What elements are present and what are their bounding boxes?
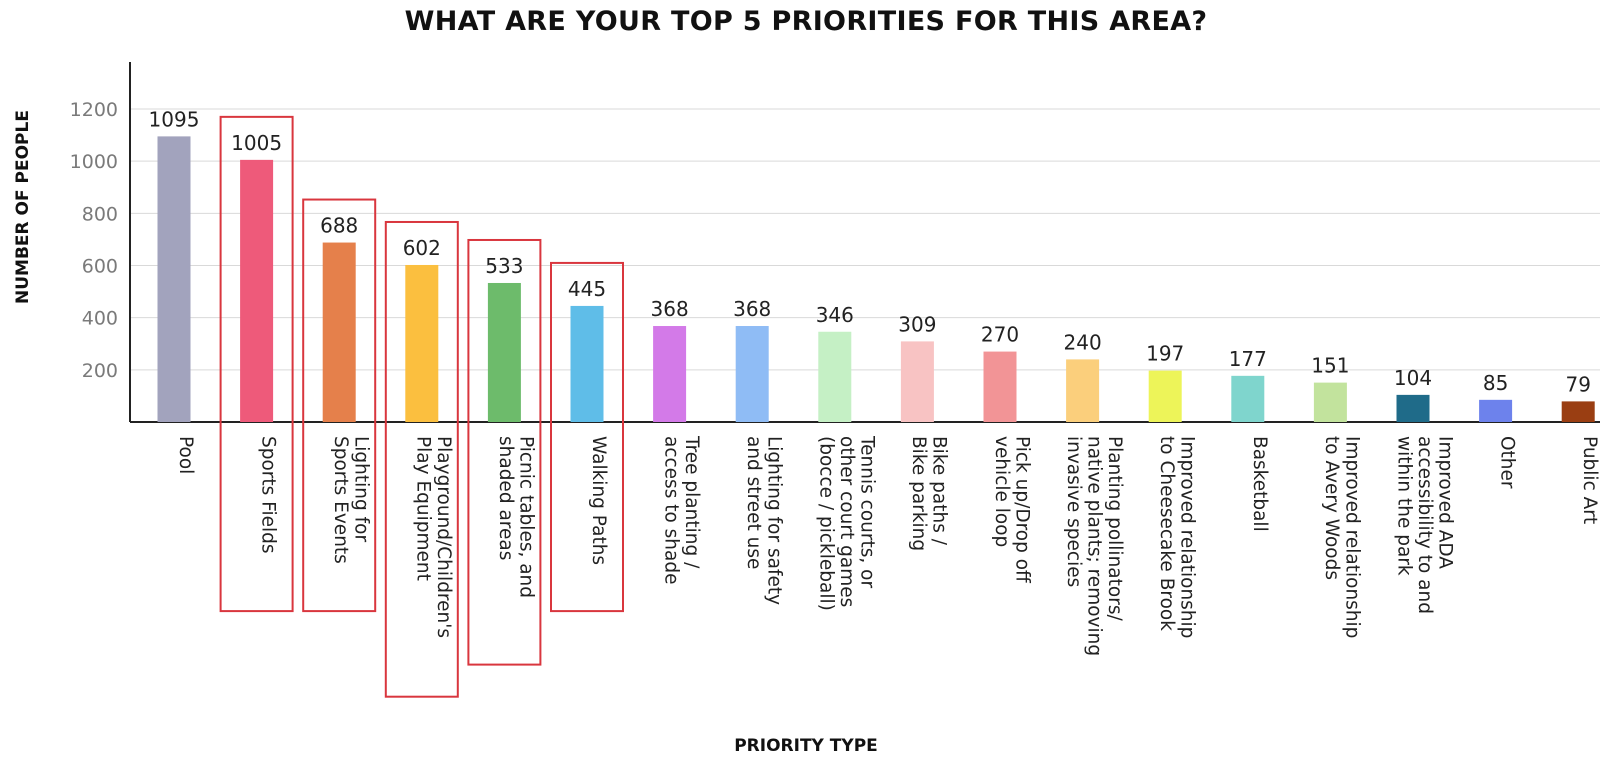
x-tick-label: Lighting for	[350, 436, 371, 542]
bar	[1231, 375, 1265, 422]
x-tick-label: to Cheesecake Brook	[1156, 436, 1177, 631]
y-tick-label: 800	[82, 203, 118, 225]
chart-title: WHAT ARE YOUR TOP 5 PRIORITIES FOR THIS …	[404, 6, 1208, 37]
bar	[1066, 359, 1100, 422]
y-tick-label: 400	[82, 308, 118, 330]
x-tick-label: Bike parking	[908, 436, 929, 551]
x-tick-label: native plants; removing	[1084, 436, 1105, 656]
y-tick-label: 1000	[70, 151, 118, 173]
data-label: 177	[1229, 347, 1267, 371]
x-tick-label: Pool	[175, 436, 196, 474]
x-tick-label: Playground/Children's	[433, 436, 454, 638]
x-tick-label: accessibility to and	[1414, 436, 1435, 614]
data-label: 270	[981, 323, 1019, 347]
bar	[818, 331, 852, 422]
bar	[983, 351, 1017, 422]
x-tick-label: Public Art	[1579, 436, 1600, 524]
bar	[1148, 370, 1182, 422]
x-tick-label: and street use	[743, 436, 764, 569]
x-tick-label: (bocce / pickleball)	[815, 436, 836, 611]
x-tick-label: other court games	[836, 436, 857, 607]
highlight-box	[467, 238, 542, 666]
data-label: 240	[1064, 330, 1102, 354]
data-label: 104	[1394, 366, 1432, 390]
x-tick-label: Lighting for safety	[763, 436, 784, 605]
x-tick-label: access to shade	[660, 436, 681, 585]
x-tick-label: vehicle loop	[991, 436, 1012, 547]
x-tick-label: Picnic tables, and	[516, 436, 537, 598]
x-tick-label: Tree planting /	[681, 435, 702, 569]
data-label: 309	[898, 312, 936, 336]
x-tick-label: Improved relationship	[1342, 436, 1363, 638]
data-label: 197	[1146, 342, 1184, 366]
data-label: 688	[320, 214, 358, 238]
bar	[1561, 401, 1595, 422]
bar	[487, 282, 521, 422]
data-label: 151	[1311, 354, 1349, 378]
bar	[735, 326, 769, 422]
data-label: 85	[1483, 371, 1508, 395]
data-label: 533	[485, 254, 523, 278]
x-tick-label: Sports Events	[330, 436, 351, 564]
data-label: 368	[651, 297, 689, 321]
data-label: 1005	[231, 131, 282, 155]
x-tick-label: shaded areas	[495, 436, 516, 560]
x-tick-label: invasive species	[1063, 436, 1084, 587]
bar	[570, 305, 604, 422]
y-tick-label: 600	[82, 256, 118, 278]
highlight-box	[219, 115, 294, 613]
x-tick-label: Basketball	[1249, 436, 1270, 532]
bar	[240, 159, 274, 423]
data-label: 346	[816, 303, 854, 327]
x-tick-label: Sports Fields	[258, 436, 279, 554]
y-tick-label: 1200	[70, 99, 118, 121]
data-label: 79	[1565, 372, 1590, 396]
bar	[405, 264, 439, 422]
x-tick-label: Improved ADA	[1435, 436, 1456, 569]
bar	[1396, 394, 1430, 422]
highlight-box	[302, 198, 377, 613]
x-axis-label: PRIORITY TYPE	[734, 736, 878, 756]
x-tick-label: Planting pollinators/	[1104, 436, 1125, 621]
bar	[1479, 399, 1513, 422]
highlight-box	[384, 220, 459, 698]
x-tick-label: Walking Paths	[588, 436, 609, 565]
data-label: 445	[568, 277, 606, 301]
x-tick-label: to Avery Woods	[1321, 436, 1342, 580]
y-tick-label: 200	[82, 360, 118, 382]
bar	[157, 136, 191, 422]
bar	[653, 326, 687, 422]
x-tick-label: within the park	[1394, 436, 1415, 576]
bar	[1313, 382, 1347, 422]
data-label: 1095	[149, 107, 200, 131]
x-tick-label: Other	[1497, 436, 1518, 489]
bar	[900, 341, 934, 422]
x-tick-label: Bike paths /	[929, 436, 950, 546]
x-tick-label: Play Equipment	[413, 436, 434, 581]
highlight-box	[550, 261, 624, 613]
x-tick-label: Pick up/Drop off	[1011, 436, 1032, 584]
bar	[322, 242, 356, 422]
data-label: 602	[403, 236, 441, 260]
data-label: 368	[733, 297, 771, 321]
x-tick-label: Tennis courts, or	[856, 435, 877, 588]
x-tick-label: Improved relationship	[1176, 436, 1197, 638]
